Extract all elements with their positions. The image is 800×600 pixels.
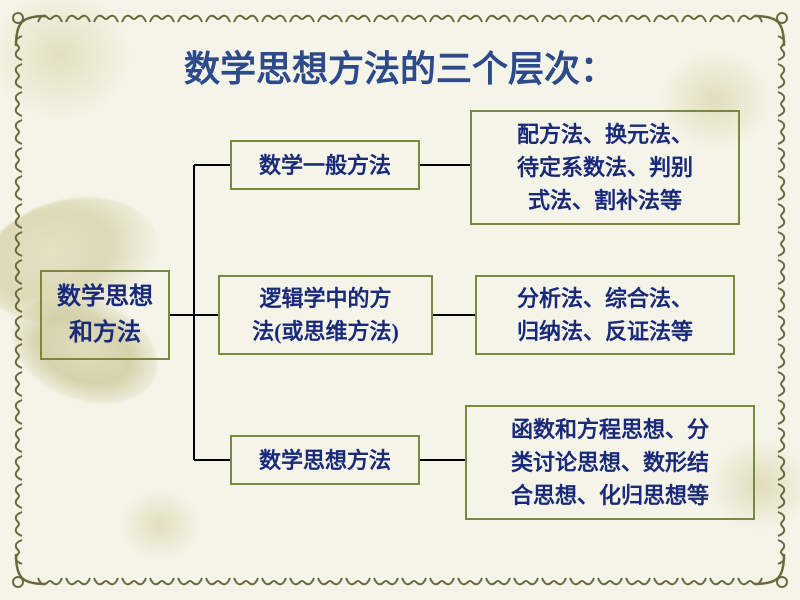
- node-mid2: 逻辑学中的方 法(或思维方法): [218, 275, 433, 355]
- connector: [194, 164, 230, 166]
- node-right3: 函数和方程思想、分 类讨论思想、数形结 合思想、化归思想等: [465, 405, 755, 520]
- connector: [420, 459, 465, 461]
- connector: [193, 165, 195, 460]
- slide-title: 数学思想方法的三个层次：: [0, 40, 800, 92]
- connector: [194, 459, 230, 461]
- node-mid3: 数学思想方法: [230, 435, 420, 485]
- node-mid1: 数学一般方法: [230, 140, 420, 190]
- connector: [433, 314, 475, 316]
- connector: [420, 164, 470, 166]
- node-root: 数学思想 和方法: [40, 270, 170, 360]
- connector: [170, 314, 194, 316]
- connector: [194, 314, 218, 316]
- decorative-leaf: [120, 490, 200, 560]
- node-right2: 分析法、综合法、 归纳法、反证法等: [475, 275, 735, 355]
- node-right1: 配方法、换元法、 待定系数法、判别 式法、割补法等: [470, 110, 740, 225]
